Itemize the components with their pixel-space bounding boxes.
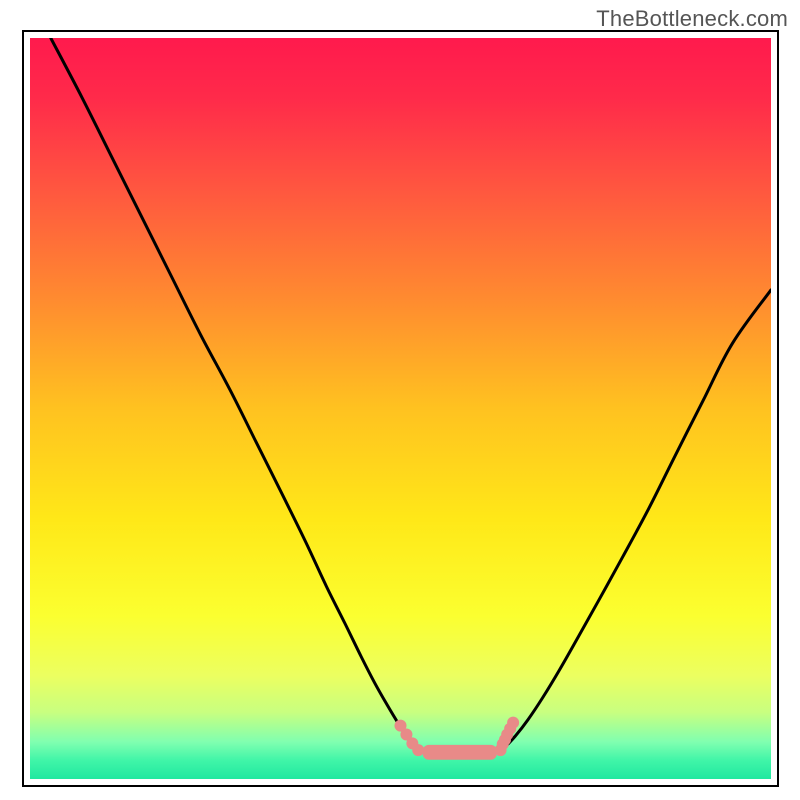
- trough-dot-left: [412, 744, 424, 756]
- chart-plot-area: [30, 38, 771, 779]
- trough-dot-right: [507, 717, 519, 729]
- watermark-text: TheBottleneck.com: [596, 6, 788, 32]
- chart-curves-layer: [30, 38, 771, 779]
- bottleneck-curve-left: [51, 38, 416, 748]
- trough-band: [423, 745, 497, 760]
- trough-marker: [395, 717, 520, 760]
- bottleneck-curve-right: [504, 290, 771, 748]
